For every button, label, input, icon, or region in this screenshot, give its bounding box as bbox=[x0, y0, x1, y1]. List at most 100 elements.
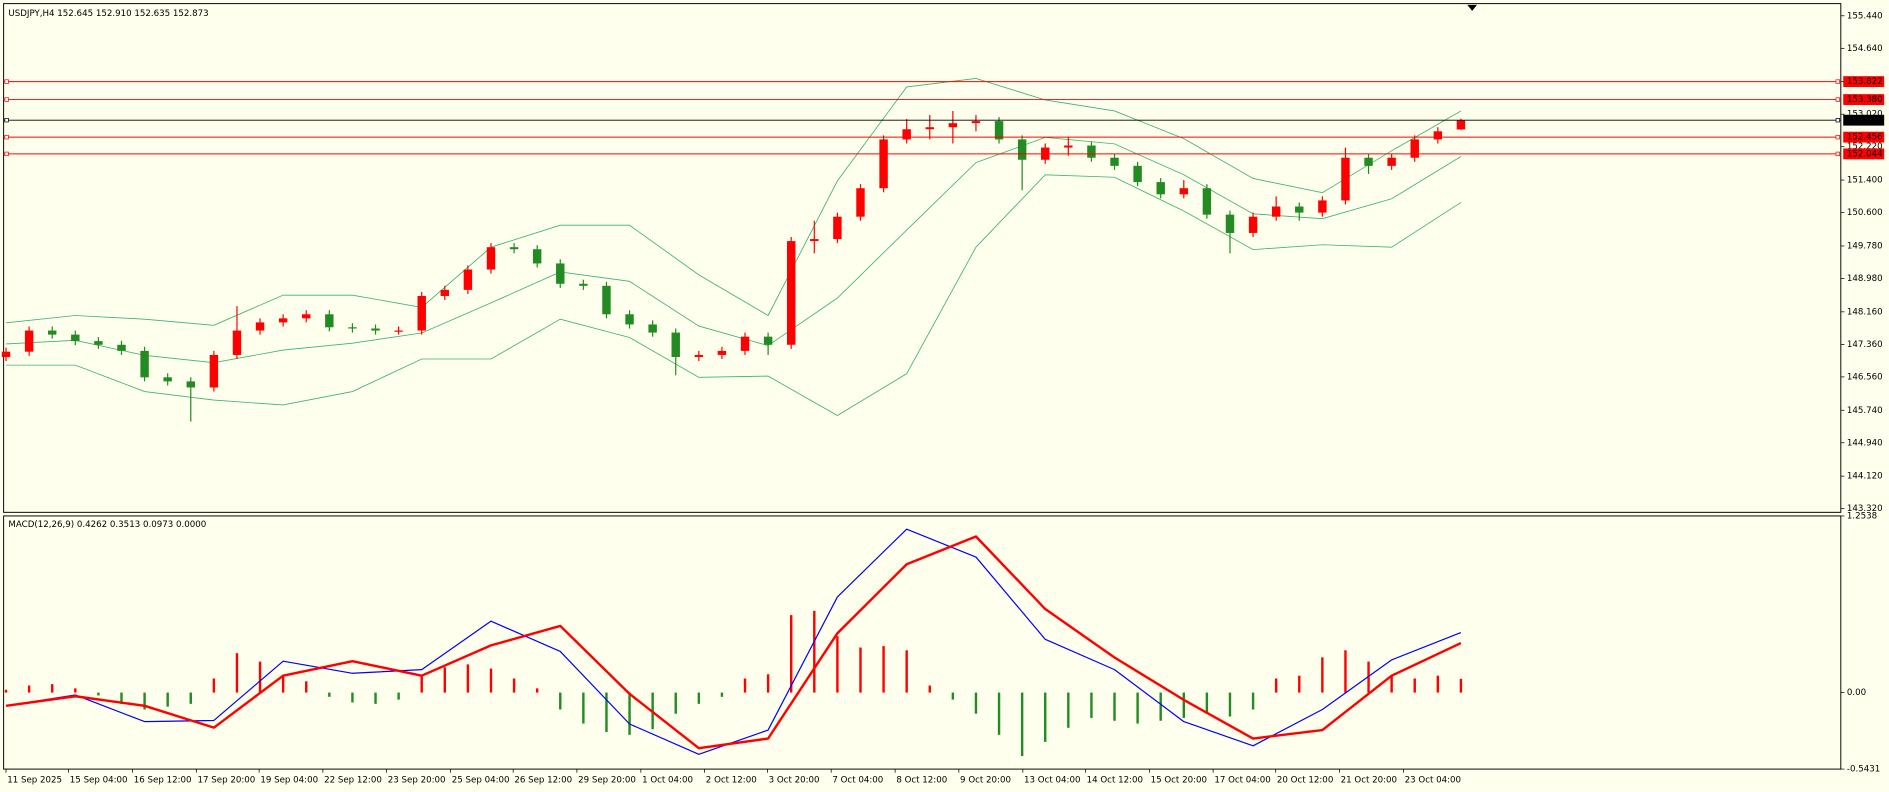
candle-body bbox=[1248, 216, 1258, 233]
macd-histogram-bar bbox=[443, 667, 447, 693]
macd-histogram-bar bbox=[305, 681, 308, 693]
candle-body bbox=[1410, 139, 1419, 158]
y-tick-label: -0.5431 bbox=[1847, 765, 1880, 775]
candle-body bbox=[717, 350, 727, 355]
macd-histogram-bar bbox=[235, 653, 239, 693]
macd-histogram-bar bbox=[628, 692, 631, 735]
level-handle bbox=[1835, 79, 1840, 84]
candle-body bbox=[810, 239, 819, 242]
y-tick-label: 144.120 bbox=[1847, 472, 1883, 482]
macd-histogram-bar bbox=[397, 692, 400, 700]
macd-histogram-bar bbox=[1321, 657, 1324, 693]
macd-histogram-bar bbox=[720, 692, 724, 697]
bollinger-band bbox=[6, 136, 1462, 364]
level-label-box bbox=[1843, 76, 1885, 88]
candle-body bbox=[278, 318, 288, 323]
candle-body bbox=[463, 269, 473, 290]
candle-body bbox=[602, 285, 611, 315]
bollinger-band bbox=[6, 174, 1462, 417]
level-label-box bbox=[1843, 114, 1885, 126]
candle-body bbox=[509, 247, 519, 250]
macd-histogram-bar bbox=[997, 692, 1001, 735]
macd-histogram-bar bbox=[1344, 650, 1347, 693]
macd-histogram-bar bbox=[790, 615, 793, 693]
x-tick-label: 29 Sep 20:00 bbox=[578, 775, 636, 785]
macd-histogram-bar bbox=[605, 692, 608, 733]
bollinger-band bbox=[5, 77, 1462, 326]
x-tick-label: 23 Sep 20:00 bbox=[388, 775, 446, 785]
y-tick-label: 152.220 bbox=[1847, 142, 1883, 152]
candle-body bbox=[694, 354, 704, 357]
level-handle bbox=[1835, 97, 1840, 102]
level-handle bbox=[4, 79, 9, 84]
level-handle bbox=[1835, 134, 1840, 140]
macd-histogram-bar bbox=[582, 692, 585, 724]
macd-histogram-bar bbox=[951, 692, 955, 700]
macd-histogram-bar bbox=[1413, 678, 1416, 693]
macd-histogram-bar bbox=[328, 692, 331, 697]
y-tick-label: 147.360 bbox=[1847, 340, 1883, 350]
macd-histogram-bar bbox=[928, 685, 931, 693]
x-tick-label: 23 Oct 04:00 bbox=[1405, 775, 1461, 785]
macd-histogram-bar bbox=[1459, 678, 1463, 693]
candle-body bbox=[1456, 120, 1466, 130]
x-tick-label: 15 Sep 04:00 bbox=[70, 775, 128, 785]
candle-body bbox=[925, 127, 934, 130]
level-handle bbox=[4, 118, 9, 123]
candle-body bbox=[1295, 206, 1304, 213]
candle-body bbox=[902, 129, 911, 140]
candle-body bbox=[1364, 157, 1373, 166]
macd-histogram-bar bbox=[51, 684, 54, 693]
macd-histogram-bar bbox=[559, 692, 562, 710]
level-label: 152.044 bbox=[1847, 149, 1883, 159]
candle-body bbox=[232, 330, 242, 355]
candle-body bbox=[971, 121, 981, 124]
candle-body bbox=[302, 314, 311, 319]
y-tick-label: 1.2538 bbox=[1847, 511, 1877, 521]
candle-body bbox=[163, 377, 172, 382]
candle-body bbox=[763, 336, 773, 345]
level-handle bbox=[1835, 118, 1840, 123]
level-label: 152.456 bbox=[1847, 133, 1883, 143]
macd-histogram-bar bbox=[674, 692, 677, 714]
candle-body bbox=[1, 351, 11, 357]
candle-body bbox=[186, 381, 195, 388]
macd-histogram-bar bbox=[836, 636, 839, 693]
y-tick-label: 144.940 bbox=[1847, 438, 1883, 448]
macd-histogram-bar bbox=[974, 692, 978, 714]
macd-histogram-bar bbox=[743, 678, 747, 693]
x-tick-label: 13 Oct 04:00 bbox=[1024, 775, 1080, 785]
level-handle bbox=[4, 97, 9, 102]
x-tick-label: 11 Sep 2025 bbox=[7, 775, 62, 785]
macd-histogram-bar bbox=[1228, 692, 1232, 717]
macd-histogram-bar bbox=[4, 689, 8, 693]
shift-marker bbox=[1467, 4, 1477, 11]
candle-body bbox=[625, 314, 634, 325]
macd-histogram-bar bbox=[74, 688, 77, 693]
x-tick-label: 2 Oct 12:00 bbox=[706, 775, 757, 785]
macd-panel-frame bbox=[3, 515, 1842, 770]
candle-body bbox=[117, 344, 126, 351]
candle-body bbox=[1087, 145, 1096, 158]
level-label-box bbox=[1843, 94, 1885, 105]
price-panel-frame bbox=[3, 3, 1842, 513]
y-tick-label: 155.440 bbox=[1847, 11, 1883, 21]
candle-body bbox=[1110, 157, 1119, 166]
macd-histogram-bar bbox=[281, 675, 285, 693]
y-tick-label: 149.780 bbox=[1847, 241, 1883, 251]
macd-histogram-bar bbox=[27, 685, 31, 693]
x-tick-label: 21 Oct 20:00 bbox=[1341, 775, 1397, 785]
candle-body bbox=[1179, 188, 1189, 195]
level-label: 153.380 bbox=[1847, 95, 1883, 105]
level-handle bbox=[1835, 151, 1840, 157]
x-tick-label: 20 Oct 12:00 bbox=[1277, 775, 1333, 785]
candle-body bbox=[648, 324, 657, 333]
candle-body bbox=[394, 330, 403, 332]
macd-histogram-bar bbox=[212, 678, 216, 693]
chart-title: USDJPY,H4 152.645 152.910 152.635 152.87… bbox=[8, 9, 208, 19]
candle-body bbox=[348, 327, 357, 329]
candle-body bbox=[994, 121, 1004, 140]
level-label: 153.822 bbox=[1847, 77, 1883, 87]
macd-histogram-bar bbox=[882, 646, 885, 693]
